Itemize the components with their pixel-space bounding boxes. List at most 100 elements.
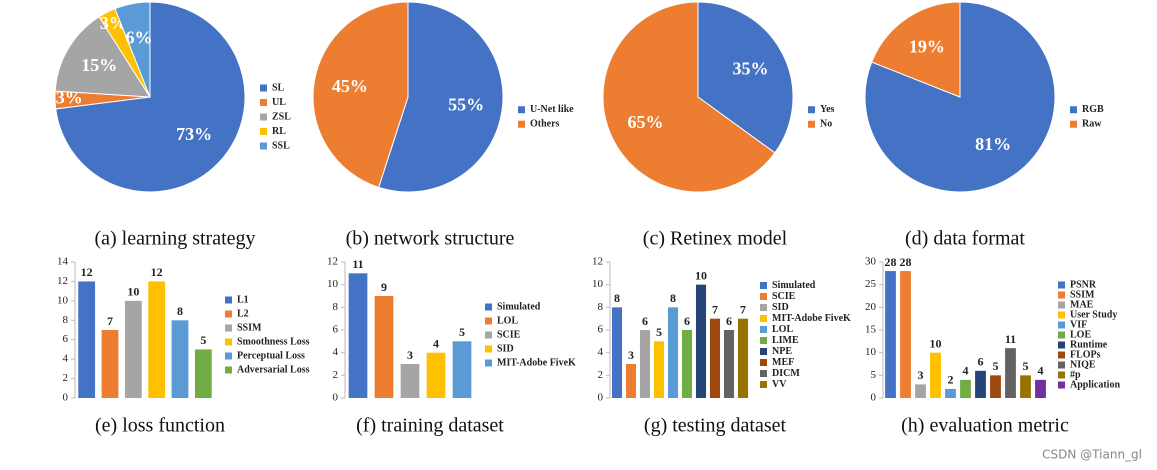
y-tick-label: 4 <box>598 346 604 358</box>
value-label: 8 <box>670 291 676 305</box>
legend-label: Raw <box>1082 119 1102 130</box>
legend-swatch <box>485 317 492 325</box>
legend-label: Simulated <box>772 280 816 291</box>
pie-label: 6% <box>125 27 152 47</box>
legend-label: MEF <box>772 357 794 368</box>
legend-label: FLOPs <box>1070 349 1101 360</box>
chart-caption: (f) training dataset <box>356 415 504 437</box>
legend-label: LOE <box>1070 329 1091 340</box>
value-label: 8 <box>614 291 620 305</box>
y-tick-label: 10 <box>865 346 877 358</box>
value-label: 12 <box>151 265 163 279</box>
pie-label: 35% <box>732 58 768 78</box>
bar <box>1005 348 1016 398</box>
legend-label: UL <box>272 97 286 108</box>
legend-swatch <box>1058 331 1065 339</box>
legend-swatch <box>225 366 232 374</box>
y-tick-label: 5 <box>871 369 877 381</box>
legend-swatch <box>760 315 767 322</box>
pie-label: 81% <box>975 134 1011 154</box>
legend-swatch <box>760 337 767 344</box>
legend-swatch <box>760 381 767 388</box>
y-tick-label: 12 <box>592 256 603 268</box>
value-label: 2 <box>948 373 954 387</box>
bar <box>171 320 189 398</box>
value-label: 7 <box>712 302 718 316</box>
legend-swatch <box>225 324 232 332</box>
legend-label: MAE <box>1070 299 1094 310</box>
legend-swatch <box>1058 351 1065 359</box>
legend-label: L2 <box>237 308 249 319</box>
y-tick-label: 0 <box>871 392 877 404</box>
value-label: 3 <box>918 368 924 382</box>
bar <box>625 364 637 398</box>
legend-label: SSIM <box>1070 289 1095 300</box>
legend-swatch <box>1058 371 1065 379</box>
value-label: 10 <box>695 268 707 282</box>
value-label: 8 <box>177 304 183 318</box>
legend-swatch <box>485 359 492 367</box>
bar <box>990 375 1001 398</box>
y-tick-label: 0 <box>333 392 339 404</box>
legend-swatch <box>1070 120 1077 128</box>
chart-caption: (h) evaluation metric <box>901 415 1069 437</box>
y-tick-label: 2 <box>333 369 339 381</box>
legend-swatch <box>1058 341 1065 349</box>
legend-label: L1 <box>237 294 249 305</box>
legend-label: #p <box>1070 369 1081 380</box>
legend-label: LOL <box>772 324 793 335</box>
pie-slice <box>114 1 151 98</box>
y-tick-label: 6 <box>598 324 604 336</box>
value-label: 6 <box>726 314 732 328</box>
legend-label: Others <box>530 119 560 130</box>
bar <box>452 341 472 398</box>
value-label: 3 <box>407 348 413 362</box>
bar <box>124 300 142 398</box>
value-label: 4 <box>1038 364 1044 378</box>
value-label: 10 <box>930 336 942 350</box>
value-label: 11 <box>1005 332 1016 346</box>
value-label: 5 <box>1023 359 1029 373</box>
legend-label: Adversarial Loss <box>237 364 310 375</box>
legend-label: SID <box>497 343 514 354</box>
pie-label: 65% <box>628 112 664 132</box>
bar <box>101 330 119 398</box>
legend-swatch <box>518 106 525 114</box>
y-tick-label: 2 <box>63 372 69 384</box>
legend-swatch <box>518 120 525 128</box>
bar <box>723 330 735 398</box>
legend-swatch <box>260 99 267 106</box>
legend-label: RGB <box>1082 104 1104 115</box>
pie-label: 19% <box>909 36 945 56</box>
legend-swatch <box>808 106 815 114</box>
y-tick-label: 8 <box>333 301 339 313</box>
legend-swatch <box>760 304 767 311</box>
value-label: 28 <box>900 255 912 269</box>
value-label: 9 <box>381 280 387 294</box>
value-label: 5 <box>459 325 465 339</box>
chart-caption: (c) Retinex model <box>643 228 788 250</box>
legend-label: MIT-Adobe FiveK <box>772 313 851 324</box>
legend-label: SL <box>272 82 285 93</box>
legend-label: VIF <box>1070 319 1087 330</box>
value-label: 7 <box>107 314 113 328</box>
bar <box>945 388 956 398</box>
bar <box>148 281 166 398</box>
bar <box>194 349 212 398</box>
chart-caption: (a) learning strategy <box>94 228 255 250</box>
pie-slice <box>697 1 794 154</box>
legend-swatch <box>1058 311 1065 319</box>
legend-label: SSL <box>272 140 290 151</box>
bar <box>915 384 926 398</box>
legend-swatch <box>760 348 767 355</box>
value-label: 6 <box>642 314 648 328</box>
pie-label: 45% <box>332 76 368 96</box>
chart-caption: (e) loss function <box>95 415 225 437</box>
legend-swatch <box>260 84 267 92</box>
bar <box>348 273 368 398</box>
value-label: 10 <box>127 285 139 299</box>
value-label: 12 <box>81 265 93 279</box>
legend-label: SID <box>772 302 789 313</box>
y-tick-label: 10 <box>57 294 69 306</box>
y-tick-label: 12 <box>57 275 68 287</box>
